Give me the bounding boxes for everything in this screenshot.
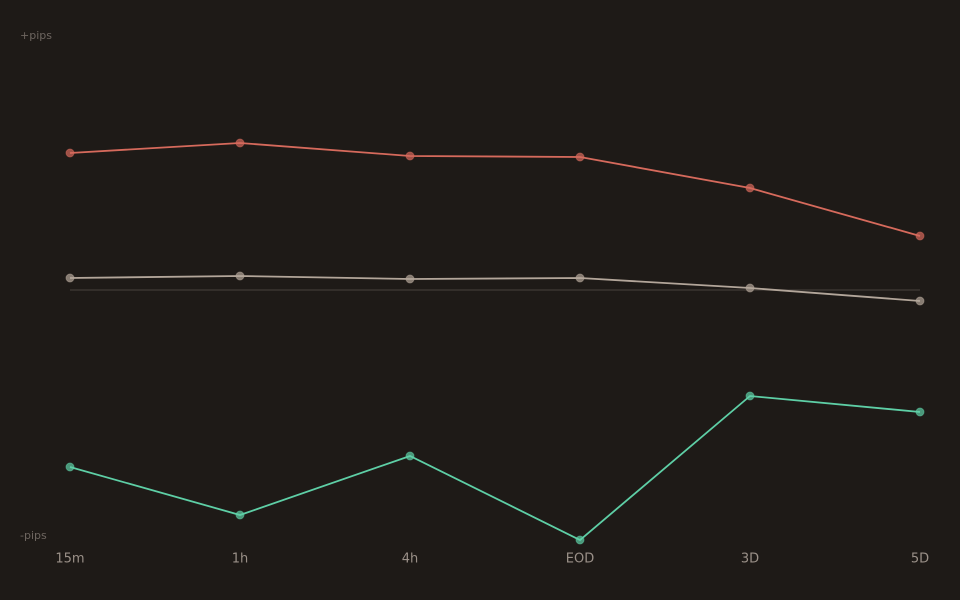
data-point [745, 283, 755, 293]
data-point [235, 138, 245, 148]
x-tick-label: 15m [55, 552, 84, 567]
x-tick-label: 3D [741, 552, 759, 567]
series-line [69, 395, 921, 542]
data-point [575, 535, 585, 545]
x-tick-label: 1h [232, 552, 249, 567]
series-line [69, 142, 921, 237]
x-tick-label: 4h [402, 552, 419, 567]
data-point [65, 273, 75, 283]
data-point [745, 183, 755, 193]
data-point [235, 271, 245, 281]
x-tick-label: 5D [911, 552, 929, 567]
data-point [915, 296, 925, 306]
y-label-top: +pips [20, 29, 52, 42]
data-point [65, 462, 75, 472]
data-point [915, 407, 925, 417]
data-point [65, 148, 75, 158]
data-point [405, 451, 415, 461]
data-point [575, 152, 585, 162]
y-label-bottom: -pips [20, 529, 47, 542]
data-point [405, 151, 415, 161]
series-line [69, 275, 921, 302]
data-point [915, 231, 925, 241]
x-tick-label: EOD [566, 552, 594, 567]
data-point [745, 391, 755, 401]
data-point [575, 273, 585, 283]
data-point [405, 274, 415, 284]
data-point [235, 510, 245, 520]
